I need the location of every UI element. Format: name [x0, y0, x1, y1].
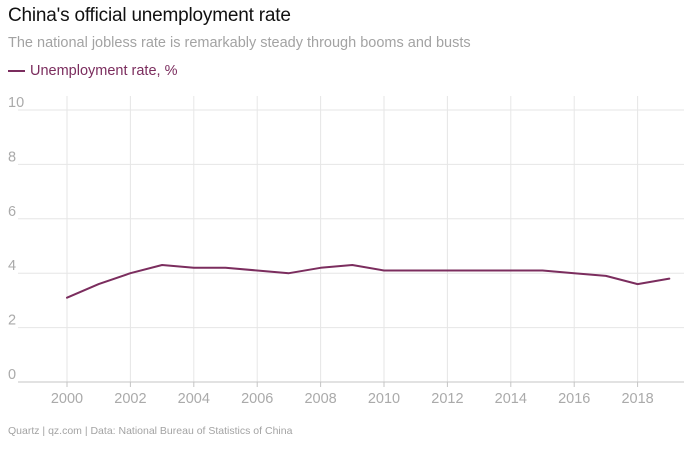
y-tick-label: 6 [8, 204, 16, 220]
series-line-unemployment [66, 264, 671, 299]
chart-subtitle: The national jobless rate is remarkably … [8, 35, 471, 51]
y-tick-label: 10 [8, 95, 24, 111]
x-tick-label: 2016 [558, 391, 590, 407]
x-tick-label: 2018 [621, 391, 653, 407]
legend-swatch [8, 70, 25, 72]
x-tick-label: 2014 [495, 391, 527, 407]
x-tick-label: 2008 [304, 391, 336, 407]
x-tick-label: 2006 [241, 391, 273, 407]
grid-lines [18, 96, 684, 382]
x-tick-label: 2010 [368, 391, 400, 407]
y-axis-ticks: 0 2 4 6 8 10 [8, 95, 24, 383]
x-axis-ticks: 2000 2002 2004 2006 2008 2010 2012 2014 2016 2018 [51, 382, 654, 407]
chart-title: China's official unemployment rate [8, 5, 291, 26]
y-tick-label: 0 [8, 367, 16, 383]
x-tick-label: 2000 [51, 391, 83, 407]
x-tick-label: 2004 [178, 391, 210, 407]
y-tick-label: 4 [8, 258, 16, 274]
y-tick-label: 2 [8, 313, 16, 329]
x-tick-label: 2012 [431, 391, 463, 407]
y-tick-label: 8 [8, 149, 16, 165]
legend: Unemployment rate, % [8, 63, 177, 79]
source-footer: Quartz | qz.com | Data: National Bureau … [8, 425, 293, 437]
x-tick-label: 2002 [114, 391, 146, 407]
legend-label: Unemployment rate, % [30, 63, 178, 79]
